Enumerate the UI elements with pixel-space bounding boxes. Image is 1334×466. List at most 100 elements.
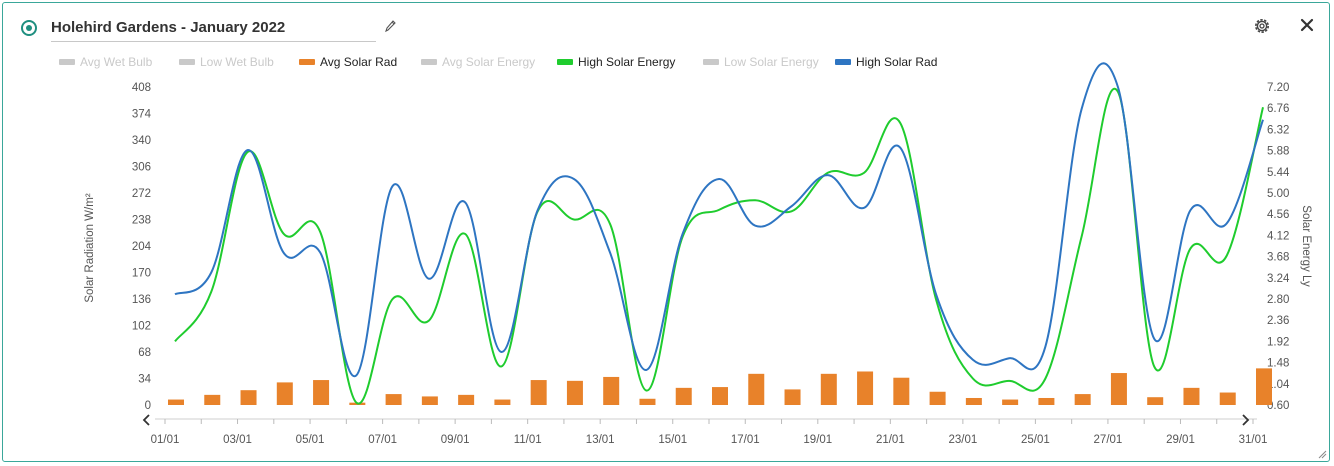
y-right-tick-label: 5.00 [1267, 188, 1289, 200]
radio-selected-icon[interactable] [21, 20, 37, 36]
legend-swatch [299, 59, 315, 65]
bar-avg-solar-rad [313, 380, 330, 405]
legend-item-low-wet-bulb[interactable]: Low Wet Bulb [179, 53, 274, 71]
bar-avg-solar-rad [1147, 397, 1164, 405]
x-tick-label: 01/01 [151, 434, 180, 446]
legend-label: Low Wet Bulb [200, 55, 274, 69]
panel-header: Holehird Gardens - January 2022 [3, 3, 1329, 51]
y-left-tick-label: 340 [132, 135, 151, 147]
y-right-tick-label: 0.60 [1267, 400, 1289, 412]
y-right-tick-label: 6.76 [1267, 103, 1289, 115]
bar-avg-solar-rad [1219, 392, 1236, 405]
legend-item-avg-solar-energy[interactable]: Avg Solar Energy [421, 53, 535, 71]
legend-item-high-solar-energy[interactable]: High Solar Energy [557, 53, 675, 71]
y-right-axis-title: Solar Energy Ly [1300, 205, 1312, 287]
x-tick-label: 03/01 [223, 434, 252, 446]
gear-icon[interactable] [1252, 16, 1272, 36]
x-tick-label: 25/01 [1021, 434, 1050, 446]
resize-handle-icon[interactable] [1317, 449, 1327, 459]
bar-avg-solar-rad [712, 387, 728, 405]
x-tick-label: 13/01 [586, 434, 615, 446]
bar-avg-solar-rad [857, 371, 874, 405]
bar-avg-solar-rad [1038, 397, 1055, 405]
y-left-tick-label: 408 [132, 82, 151, 94]
x-tick-label: 23/01 [948, 434, 977, 446]
x-tick-label: 11/01 [514, 434, 542, 446]
legend-label: Avg Solar Rad [320, 55, 398, 69]
x-tick-label: 07/01 [368, 434, 397, 446]
y-right-tick-label: 6.32 [1267, 124, 1289, 136]
bar-avg-solar-rad [784, 389, 801, 405]
line-high-solar-energy [174, 87, 1264, 405]
y-right-tick-label: 1.04 [1267, 379, 1290, 391]
bar-avg-solar-rad [965, 397, 982, 405]
y-left-tick-label: 0 [145, 400, 151, 412]
legend-item-avg-wet-bulb[interactable]: Avg Wet Bulb [59, 53, 152, 71]
bar-avg-solar-rad [1183, 387, 1200, 405]
panel-title: Holehird Gardens - January 2022 [51, 19, 286, 36]
legend-label: High Solar Energy [578, 55, 676, 69]
bar-avg-solar-rad [385, 394, 402, 405]
bar-avg-solar-rad [204, 394, 221, 405]
x-tick-label: 27/01 [1094, 434, 1123, 446]
y-left-tick-label: 34 [138, 374, 151, 386]
bar-avg-solar-rad [929, 391, 946, 405]
x-tick-label: 09/01 [441, 434, 470, 446]
bar-avg-solar-rad [1074, 394, 1091, 405]
y-right-tick-label: 5.88 [1267, 146, 1289, 158]
chevron-left-icon[interactable] [142, 414, 150, 426]
legend-item-low-solar-energy[interactable]: Low Solar Energy [703, 53, 819, 71]
legend-item-avg-solar-rad[interactable]: Avg Solar Rad [299, 53, 397, 71]
bar-avg-solar-rad [276, 382, 293, 405]
bar-avg-solar-rad [566, 380, 583, 405]
title-field[interactable]: Holehird Gardens - January 2022 [51, 17, 376, 42]
bar-avg-solar-rad [458, 394, 475, 405]
y-left-tick-label: 204 [132, 241, 152, 253]
radio-dot [26, 25, 32, 31]
bar-avg-solar-rad [168, 399, 184, 405]
legend-swatch [703, 59, 719, 65]
bar-avg-solar-rad [1110, 373, 1127, 405]
y-right-tick-label: 1.48 [1267, 358, 1289, 370]
y-right-tick-label: 1.92 [1267, 336, 1289, 348]
pencil-icon[interactable] [383, 19, 397, 33]
x-tick-label: 15/01 [658, 434, 687, 446]
x-tick-label: 31/01 [1239, 434, 1268, 446]
bar-avg-solar-rad [675, 387, 692, 405]
bar-avg-solar-rad [1256, 368, 1272, 405]
legend-label: Avg Wet Bulb [80, 55, 153, 69]
bar-avg-solar-rad [421, 396, 438, 405]
chevron-right-icon[interactable] [1242, 414, 1250, 426]
y-right-tick-label: 7.20 [1267, 82, 1289, 94]
y-left-axis-title: Solar Radiation W/m² [84, 193, 96, 302]
y-left-tick-label: 238 [132, 215, 151, 227]
legend-label: Low Solar Energy [724, 55, 819, 69]
y-right-tick-label: 4.12 [1267, 230, 1289, 242]
y-left-tick-label: 306 [132, 162, 151, 174]
legend-label: High Solar Rad [856, 55, 938, 69]
bar-avg-solar-rad [603, 376, 620, 405]
x-tick-label: 19/01 [803, 434, 832, 446]
x-tick-label: 05/01 [296, 434, 325, 446]
y-left-tick-label: 136 [132, 294, 151, 306]
legend-label: Avg Solar Energy [442, 55, 536, 69]
line-high-solar-rad [174, 62, 1264, 378]
legend-swatch [835, 59, 851, 65]
legend-swatch [59, 59, 75, 65]
legend-item-high-solar-rad[interactable]: High Solar Rad [835, 53, 937, 71]
bar-avg-solar-rad [1002, 399, 1019, 405]
bar-avg-solar-rad [639, 398, 656, 405]
y-left-tick-label: 374 [132, 109, 152, 121]
solar-chart: 408374340306272238204170136102683407.206… [84, 62, 1312, 446]
bar-avg-solar-rad [240, 390, 257, 405]
y-right-tick-label: 4.56 [1267, 209, 1289, 221]
bar-avg-solar-rad [893, 377, 910, 405]
legend-swatch [179, 59, 195, 65]
bar-avg-solar-rad [494, 399, 511, 405]
y-left-tick-label: 102 [132, 321, 151, 333]
bar-avg-solar-rad [820, 373, 837, 405]
x-tick-label: 21/01 [876, 434, 905, 446]
close-icon[interactable] [1299, 17, 1315, 33]
y-left-tick-label: 272 [132, 188, 151, 200]
